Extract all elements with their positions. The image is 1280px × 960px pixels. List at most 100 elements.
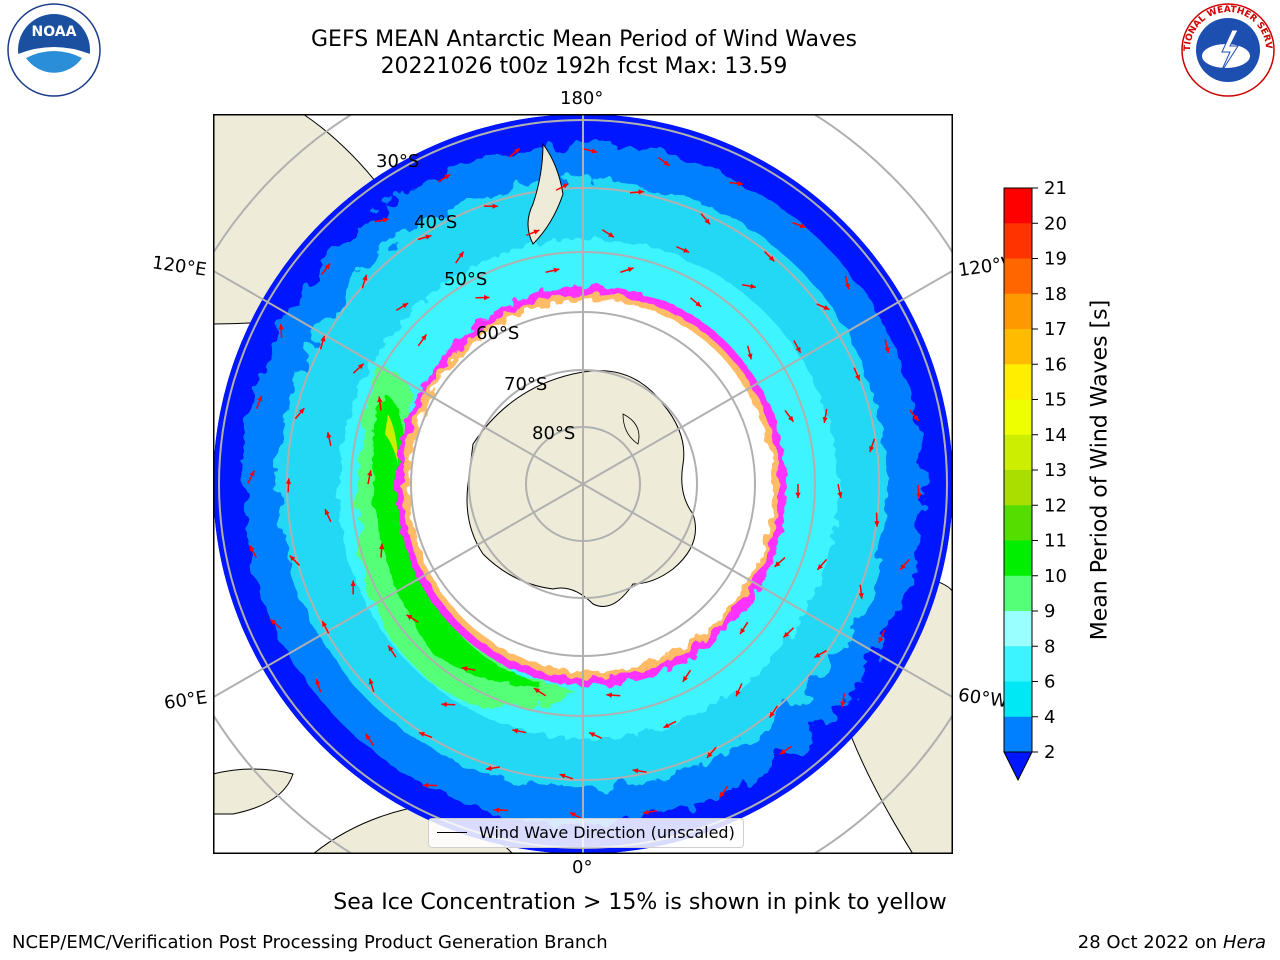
- wind-wave-arrow-head: [769, 711, 775, 718]
- map-panel: [213, 114, 953, 854]
- wind-wave-arrows: [247, 147, 922, 820]
- colorbar-swatch: [1004, 258, 1032, 295]
- wind-wave-arrow-head: [425, 234, 432, 240]
- wind-wave-arrow-head: [418, 731, 425, 737]
- lat-label-60s: 60°S: [476, 323, 520, 344]
- wind-wave-arrow-head: [878, 636, 884, 643]
- wind-wave-arrow-head: [747, 353, 753, 360]
- wind-wave-arrow-head: [322, 620, 327, 627]
- wind-wave-arrow-head: [285, 478, 292, 484]
- wind-wave-arrow-head: [249, 545, 255, 552]
- wind-wave-arrow-head: [855, 374, 860, 381]
- colorbar-tick-label: 18: [1044, 284, 1067, 305]
- wind-wave-arrow-head: [663, 160, 670, 166]
- nws-logo: NATIONAL WEATHER SERVICE: [1176, 0, 1275, 97]
- lat-label-80s: 80°S: [532, 423, 576, 444]
- legend-label: Wind Wave Direction (unscaled): [479, 823, 735, 842]
- wind-wave-arrow-head: [350, 580, 356, 586]
- colorbar-tick-label: 2: [1044, 742, 1055, 763]
- noaa-logo: NOAA: [7, 3, 101, 97]
- wind-wave-arrow-head: [795, 492, 801, 498]
- wind-wave-arrow-head: [562, 183, 569, 189]
- wind-wave-arrow-head: [441, 701, 447, 708]
- colorbar-swatch: [1004, 505, 1032, 541]
- wind-wave-arrow-head: [823, 305, 830, 310]
- wind-wave-arrow-head: [406, 614, 413, 620]
- wind-wave-arrow-head: [638, 189, 644, 195]
- wind-wave-arrow-head: [492, 203, 498, 209]
- wind-wave-arrow-head: [884, 347, 890, 353]
- wind-wave-arrow-head: [553, 267, 560, 273]
- wind-wave-arrow-head: [774, 561, 781, 567]
- wind-wave-arrow-head: [559, 773, 566, 779]
- wind-wave-arrow-head: [632, 768, 639, 774]
- wind-wave-arrow-head: [814, 652, 821, 658]
- lon-label-180: 180°: [560, 88, 604, 109]
- wind-wave-arrow-head: [368, 678, 374, 685]
- wind-wave-arrow-head: [795, 346, 801, 353]
- colorbar-swatch: [1004, 646, 1032, 682]
- wind-wave-arrow-head: [874, 521, 880, 527]
- wind-wave-arrow-head: [840, 701, 846, 708]
- credit-left: NCEP/EMC/Verification Post Processing Pr…: [12, 932, 608, 953]
- map-legend: Wind Wave Direction (unscaled): [428, 818, 744, 848]
- colorbar-swatch: [1004, 611, 1032, 647]
- wind-wave-arrow-head: [533, 229, 540, 235]
- map-title: GEFS MEAN Antarctic Mean Period of Wind …: [311, 27, 857, 52]
- colorbar-tick-label: 16: [1044, 354, 1067, 375]
- wind-wave-arrow-head: [324, 509, 330, 516]
- colorbar-tick-label: 12: [1044, 495, 1067, 516]
- lat-label-70s: 70°S: [504, 374, 548, 395]
- wind-wave-arrow-head: [324, 263, 331, 270]
- colorbar-tick-label: 14: [1044, 425, 1067, 446]
- colorbar: 21 20 19 18 17 16 15 14 13 12 11 10 9 8 6 4 2: [1003, 180, 1067, 782]
- wind-wave-arrow-head: [591, 148, 598, 154]
- colorbar-swatch: [1004, 223, 1032, 259]
- lon-label-0: 0°: [572, 857, 593, 878]
- wind-wave-arrow-head: [822, 417, 828, 423]
- wind-wave-arrow-head: [817, 564, 823, 570]
- colorbar-swatch: [1004, 329, 1032, 365]
- colorbar-swatch: [1004, 575, 1032, 612]
- wind-wave-arrow-head: [569, 812, 576, 818]
- noaa-logo-text: NOAA: [32, 24, 77, 40]
- wind-wave-arrow-head: [706, 752, 713, 758]
- wind-wave-arrow-head: [320, 335, 326, 342]
- wind-wave-arrow-head: [740, 628, 746, 634]
- wind-wave-arrow-head: [362, 274, 368, 281]
- credit-date: 28 Oct 2022 on: [1077, 932, 1223, 953]
- wind-wave-arrow-head: [779, 749, 786, 755]
- wind-wave-arrow-head: [858, 593, 864, 599]
- colorbar-tick-label: 17: [1044, 319, 1067, 340]
- wind-wave-arrow-head: [783, 631, 790, 638]
- land-madagascar: [213, 768, 294, 815]
- colorbar-tick-label: 19: [1044, 249, 1067, 270]
- wind-wave-arrow-head: [845, 283, 851, 290]
- wind-wave-arrow-head: [916, 493, 922, 499]
- wind-wave-arrow-head: [735, 690, 741, 697]
- wind-wave-arrow-head: [315, 678, 321, 685]
- wind-wave-arrow-head: [367, 470, 373, 477]
- wind-wave-arrow-head: [461, 666, 468, 672]
- colorbar-tick-label: 11: [1044, 531, 1067, 552]
- colorbar-title: Mean Period of Wind Waves [s]: [1087, 299, 1113, 641]
- lon-label-120e: 120°E: [150, 252, 208, 281]
- wind-wave-arrow-head: [493, 807, 500, 813]
- colorbar-extend-min: [1003, 751, 1033, 782]
- colorbar-tick-label: 21: [1044, 180, 1067, 199]
- wind-wave-arrow-head: [458, 251, 464, 258]
- wind-wave-arrow-head: [257, 395, 263, 402]
- wind-wave-arrow-head: [379, 543, 385, 550]
- wind-wave-arrow-head: [683, 247, 690, 253]
- colorbar-swatch: [1004, 470, 1032, 506]
- wind-wave-arrow-head: [514, 148, 521, 154]
- colorbar-swatch: [1004, 540, 1032, 577]
- colorbar-swatch: [1004, 293, 1032, 330]
- wind-wave-arrow-head: [837, 492, 843, 498]
- colorbar-tick-label: 13: [1044, 460, 1067, 481]
- wind-wave-arrow-head: [608, 232, 615, 238]
- colorbar-tick-label: 9: [1044, 601, 1055, 622]
- wind-wave-arrow-head: [768, 255, 775, 262]
- colorbar-swatch: [1004, 681, 1032, 718]
- colorbar-swatch: [1004, 399, 1032, 436]
